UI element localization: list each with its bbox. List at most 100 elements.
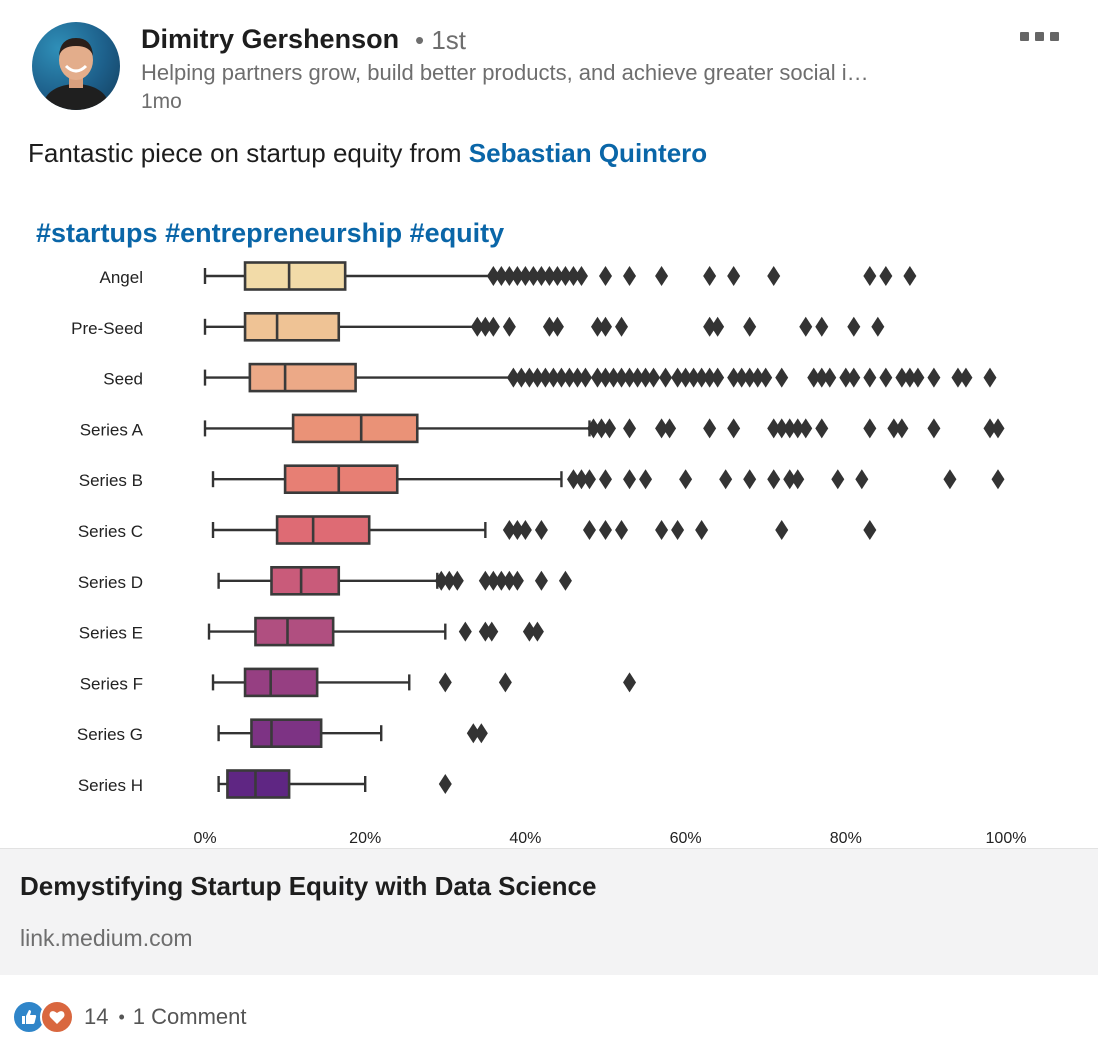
outlier-point: [486, 266, 500, 286]
box-iqr: [291, 413, 419, 444]
outlier-point: [839, 367, 853, 388]
love-icon[interactable]: [40, 1000, 74, 1034]
outlier-point: [655, 266, 669, 286]
outlier-point: [751, 367, 765, 388]
outlier-point: [550, 316, 564, 337]
outlier-point: [498, 672, 512, 693]
link-preview-card[interactable]: Demystifying Startup Equity with Data Sc…: [0, 848, 1098, 975]
hashtag-entrepreneurship[interactable]: #entrepreneurship: [165, 218, 403, 248]
outlier-point: [546, 367, 560, 388]
outlier-point: [807, 367, 821, 388]
comment-count[interactable]: 1 Comment: [132, 1004, 247, 1029]
outlier-point: [759, 367, 773, 388]
reaction-count[interactable]: 14: [84, 1004, 109, 1029]
box-iqr: [226, 769, 291, 799]
outlier-point: [470, 316, 484, 337]
outlier-point: [735, 367, 749, 388]
outlier-point: [530, 367, 544, 388]
outlier-point: [562, 367, 576, 388]
category-label: Series G: [77, 725, 143, 744]
connection-degree: • 1st: [415, 25, 467, 55]
outlier-point: [542, 266, 556, 286]
outlier-point: [671, 520, 685, 540]
outlier-point: [959, 367, 973, 388]
outlier-point: [458, 621, 472, 642]
outlier-point: [599, 367, 612, 388]
outlier-point: [566, 469, 580, 490]
outlier-point: [719, 469, 733, 490]
box-iqr: [270, 565, 341, 596]
outlier-point: [903, 266, 917, 286]
outlier-point: [659, 367, 673, 388]
outlier-point: [743, 367, 757, 388]
outlier-point: [623, 469, 637, 490]
post-text-prefix: Fantastic piece on startup equity from: [28, 138, 469, 168]
link-title[interactable]: Demystifying Startup Equity with Data Sc…: [20, 871, 597, 901]
x-tick-label: 100%: [986, 830, 1027, 847]
outlier-point: [847, 316, 861, 337]
outlier-point: [663, 418, 677, 439]
outlier-point: [534, 520, 548, 540]
outlier-point: [671, 367, 685, 388]
outlier-point: [607, 367, 621, 388]
outlier-point: [743, 469, 757, 490]
outlier-point: [927, 418, 941, 439]
outlier-point: [599, 316, 612, 337]
outlier-point: [679, 469, 693, 490]
outlier-point: [558, 570, 572, 591]
outlier-point: [570, 367, 584, 388]
author-name[interactable]: Dimitry Gershenson: [141, 24, 400, 54]
box-iqr: [243, 311, 341, 342]
outlier-point: [566, 266, 580, 286]
author-avatar[interactable]: [32, 22, 120, 110]
outlier-point: [502, 266, 516, 286]
outlier-point: [534, 266, 548, 286]
outlier-point: [478, 316, 492, 337]
outlier-point: [831, 469, 845, 490]
outlier-point: [703, 418, 717, 439]
outlier-point: [534, 570, 548, 591]
outlier-point: [799, 316, 813, 337]
x-tick-label: 60%: [670, 830, 702, 847]
outlier-point: [895, 367, 909, 388]
outlier-point: [991, 469, 1005, 490]
x-tick-label: 20%: [349, 830, 381, 847]
hashtag-equity[interactable]: #equity: [409, 218, 505, 248]
box-iqr: [283, 464, 399, 494]
outlier-point: [631, 367, 645, 388]
more-horizontal-icon[interactable]: [1020, 28, 1070, 44]
post-time: 1mo: [141, 90, 182, 113]
outlier-point: [727, 266, 741, 286]
outlier-point: [599, 520, 612, 540]
outlier-point: [554, 367, 568, 388]
outlier-point: [815, 316, 829, 337]
outlier-point: [695, 367, 709, 388]
outlier-point: [478, 570, 492, 591]
outlier-point: [526, 266, 540, 286]
outlier-point: [510, 520, 524, 540]
outlier-point: [558, 266, 572, 286]
hashtag-startups[interactable]: #startups: [36, 218, 158, 248]
outlier-point: [983, 367, 997, 388]
outlier-point: [518, 520, 532, 540]
x-tick-label: 80%: [830, 830, 862, 847]
outlier-point: [502, 570, 516, 591]
link-domain: link.medium.com: [20, 925, 193, 951]
outlier-point: [991, 418, 1005, 439]
outlier-point: [442, 570, 456, 591]
outlier-point: [510, 570, 524, 591]
category-label: Series B: [79, 471, 143, 490]
mention-link[interactable]: Sebastian Quintero: [468, 138, 708, 168]
outlier-point: [590, 367, 604, 388]
outlier-point: [799, 418, 813, 439]
box-iqr: [248, 362, 357, 393]
outlier-point: [679, 367, 693, 388]
outlier-point: [703, 266, 717, 286]
box-iqr: [254, 616, 335, 647]
equity-boxplot-chart[interactable]: Angel Pre-Seed Seed Series A Series B Series …: [0, 255, 1098, 850]
outlier-point: [586, 418, 600, 439]
outlier-point: [655, 520, 669, 540]
category-label: Series H: [78, 776, 143, 795]
outlier-point: [623, 672, 637, 693]
outlier-point: [438, 672, 452, 693]
